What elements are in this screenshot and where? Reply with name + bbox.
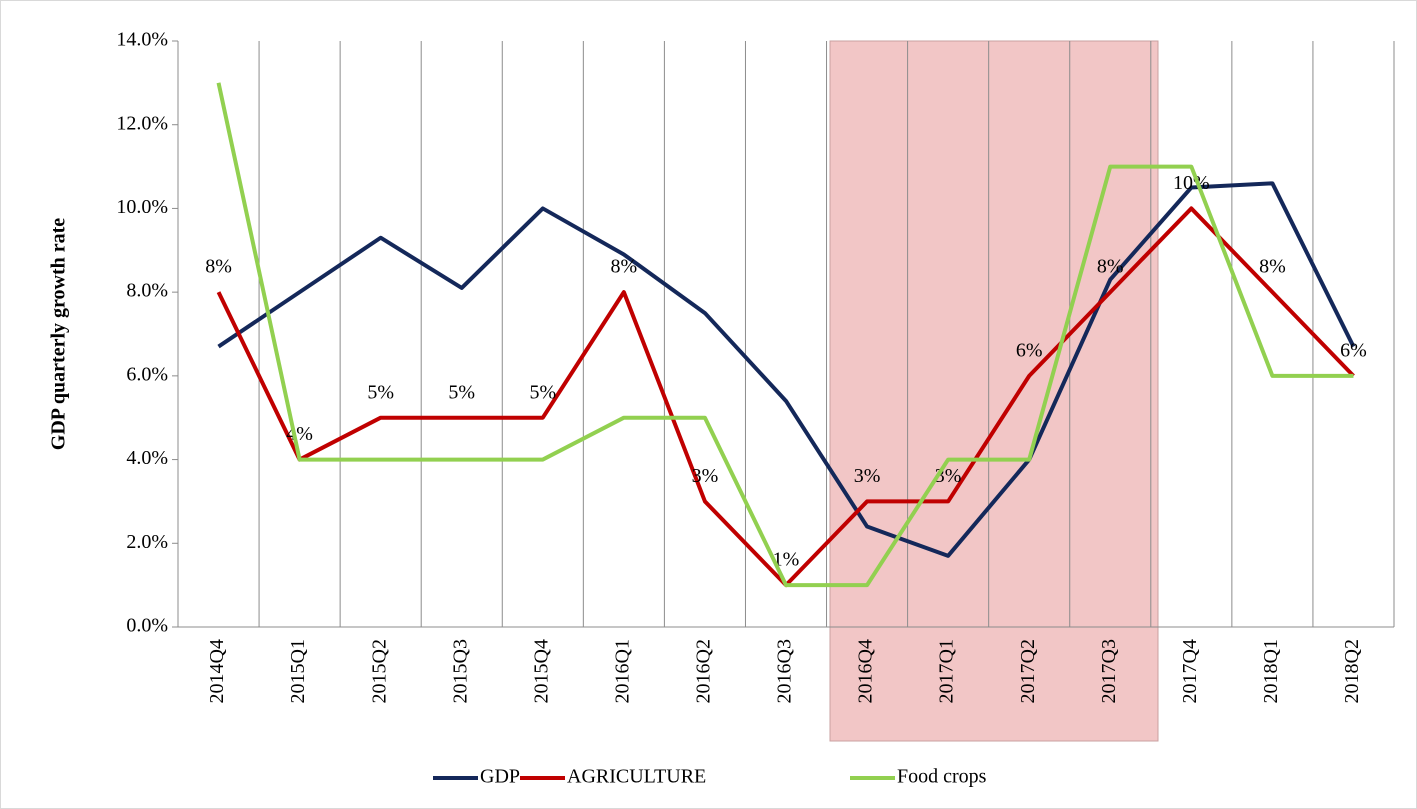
y-tick-label: 12.0% [116, 112, 168, 134]
x-tick-label: 2016Q3 [774, 639, 796, 703]
x-tick-label: 2016Q1 [611, 639, 633, 703]
y-tick-label: 0.0% [126, 615, 168, 637]
x-tick-label: 2017Q2 [1017, 639, 1039, 703]
data-label: 5% [448, 381, 475, 403]
data-label: 8% [1259, 256, 1286, 278]
series-line [217, 181, 1356, 558]
data-label: 5% [529, 381, 556, 403]
highlight-region [829, 40, 1159, 742]
data-label: 3% [692, 465, 719, 487]
y-axis-label: GDP quarterly growth rate [48, 218, 70, 450]
data-label: 10% [1173, 172, 1210, 194]
x-tick-label: 2014Q4 [206, 639, 228, 703]
legend-label: Food crops [897, 766, 987, 788]
x-tick-label: 2018Q1 [1260, 639, 1282, 703]
data-label: 5% [367, 381, 394, 403]
y-tick-label: 2.0% [126, 531, 168, 553]
x-tick-label: 2015Q4 [530, 639, 552, 703]
y-tick-label: 14.0% [116, 29, 168, 51]
data-label: 8% [1097, 256, 1124, 278]
y-tick-label: 6.0% [126, 363, 168, 385]
x-tick-label: 2017Q4 [1179, 639, 1201, 703]
x-tick-label: 2015Q2 [368, 639, 390, 703]
y-tick-label: 4.0% [126, 447, 168, 469]
y-tick-label: 8.0% [126, 280, 168, 302]
legend-label: AGRICULTURE [567, 766, 706, 788]
data-label: 3% [854, 465, 881, 487]
series-line [216, 82, 1354, 588]
x-tick-label: 2016Q4 [855, 639, 877, 703]
data-label: 8% [611, 256, 638, 278]
data-label: 4% [286, 423, 313, 445]
x-tick-label: 2016Q2 [693, 639, 715, 703]
y-tick-label: 10.0% [116, 196, 168, 218]
x-tick-label: 2017Q3 [1098, 639, 1120, 703]
data-label: 8% [205, 256, 232, 278]
data-label: 6% [1016, 339, 1043, 361]
data-label: 6% [1340, 339, 1367, 361]
data-label: 1% [773, 549, 800, 571]
x-tick-label: 2015Q3 [449, 639, 471, 703]
x-tick-label: 2015Q1 [287, 639, 309, 703]
x-tick-label: 2018Q2 [1341, 639, 1363, 703]
legend-label: GDP [480, 766, 520, 788]
x-tick-label: 2017Q1 [936, 639, 958, 703]
